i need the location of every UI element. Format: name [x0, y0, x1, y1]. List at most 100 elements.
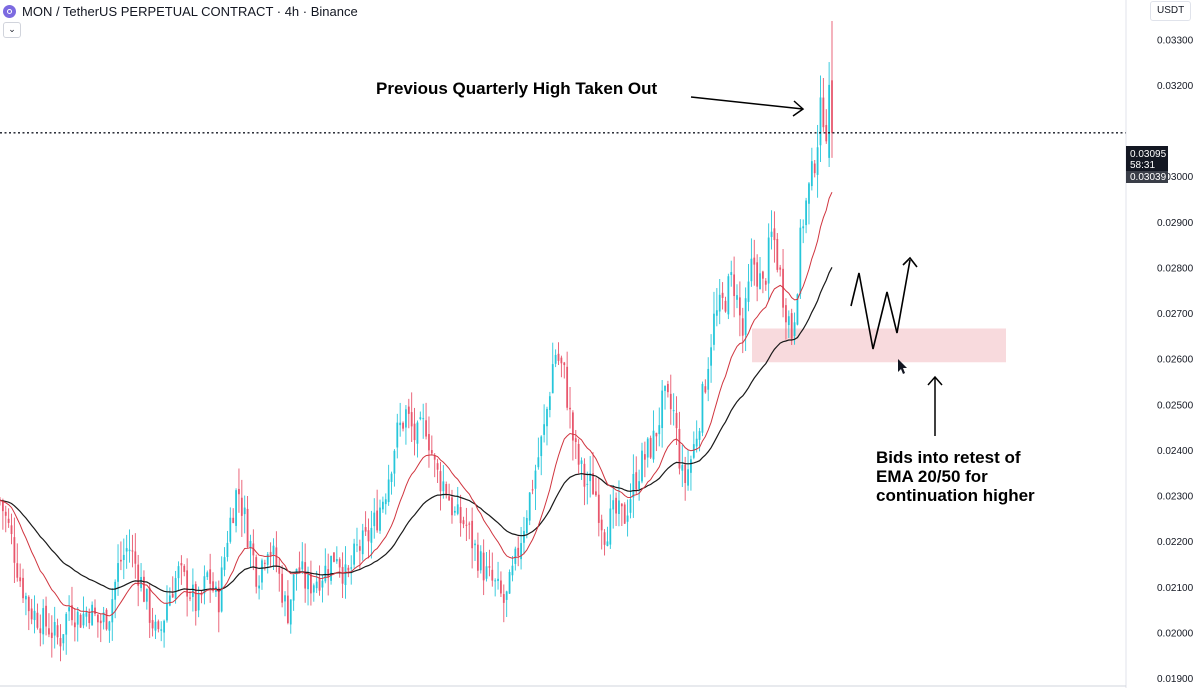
candle-body — [597, 494, 600, 523]
candle-body — [318, 578, 321, 591]
candle-body — [284, 595, 286, 602]
candle-body — [312, 585, 315, 593]
candle-body — [603, 532, 606, 545]
candle-body — [166, 603, 168, 621]
candle-body — [770, 231, 773, 237]
candle-body — [462, 520, 465, 525]
candle-body — [105, 609, 108, 630]
candle-body — [715, 310, 718, 316]
candle-body — [321, 580, 324, 588]
candle-body — [102, 612, 105, 623]
candle-body — [33, 610, 36, 621]
collapse-button[interactable]: ⌄ — [3, 22, 21, 38]
candle-body — [623, 504, 626, 524]
arrow-up-projection — [850, 256, 918, 350]
price-tag-lower: 0.03039 — [1130, 172, 1167, 183]
candle-body — [471, 520, 474, 549]
candle-body — [439, 471, 442, 492]
candle-body — [154, 621, 157, 631]
candle-body — [246, 508, 249, 547]
candle-body — [531, 489, 534, 491]
candle-body — [646, 438, 649, 458]
candle-body — [333, 552, 335, 562]
candle-body — [114, 581, 117, 600]
candle-body — [606, 541, 609, 546]
candle-body — [491, 569, 494, 581]
candle-body — [194, 584, 197, 612]
candle-body — [776, 238, 779, 270]
candle-body — [131, 550, 134, 552]
candle-body — [27, 596, 30, 612]
y-tick-label: 0.02300 — [1157, 492, 1194, 503]
candle-body — [390, 473, 393, 482]
candle-body — [468, 523, 471, 525]
price-tag-countdown: 58:31 — [1130, 160, 1155, 171]
candle-body — [91, 604, 94, 626]
candle-body — [50, 632, 53, 638]
candle-body — [19, 577, 22, 582]
candle-body — [554, 354, 557, 364]
candle-body — [384, 499, 387, 505]
candle-body — [724, 300, 727, 312]
candle-body — [753, 257, 756, 265]
candle-body — [819, 97, 822, 146]
candle-body — [373, 512, 376, 527]
candle-body — [76, 611, 79, 625]
candle-body — [442, 481, 445, 492]
y-tick-label: 0.03200 — [1157, 81, 1194, 92]
candle-body — [537, 457, 540, 468]
candle-body — [122, 554, 125, 561]
y-tick-label: 0.02600 — [1157, 355, 1194, 366]
candle-body — [310, 572, 312, 594]
currency-selector[interactable]: USDT — [1150, 1, 1192, 21]
candle-body — [822, 97, 825, 128]
candle-body — [422, 418, 425, 420]
candle-body — [609, 508, 612, 545]
candle-body — [643, 454, 646, 460]
candle-body — [612, 500, 615, 510]
price-tag-upper: 0.03095 — [1130, 149, 1167, 160]
candle-body — [258, 585, 260, 589]
candle-body — [96, 614, 99, 623]
candle-body — [68, 607, 70, 612]
candle-body — [782, 268, 784, 308]
candle-body — [361, 530, 364, 555]
y-tick-label: 0.02100 — [1157, 583, 1194, 594]
candle-body — [810, 161, 813, 187]
candle-body — [672, 410, 675, 412]
candle-body — [45, 605, 47, 627]
y-tick-label: 0.01900 — [1157, 674, 1194, 685]
candle-body — [569, 407, 571, 410]
candle-body — [183, 565, 186, 572]
candle-body — [238, 488, 240, 495]
candle-body — [825, 125, 828, 142]
candle-body — [785, 305, 787, 323]
candle-body — [25, 595, 27, 600]
candle-body — [698, 431, 701, 440]
candle-body — [572, 412, 574, 441]
candle-body — [301, 561, 304, 570]
candle-body — [209, 569, 212, 584]
candle-body — [407, 406, 410, 414]
candle-body — [281, 573, 284, 603]
candle-body — [828, 84, 831, 158]
candle-body — [36, 612, 39, 628]
price-axis[interactable] — [0, 0, 1127, 688]
candle-body — [42, 608, 45, 635]
arrow-bottom — [927, 375, 943, 436]
candle-body — [641, 450, 643, 482]
y-tick-label: 0.02900 — [1157, 218, 1194, 229]
candle-body — [816, 147, 819, 175]
candle-body — [580, 460, 583, 464]
y-tick-label: 0.03000 — [1157, 172, 1194, 183]
candle-body — [79, 614, 82, 628]
candle-body — [275, 547, 278, 567]
candle-body — [453, 510, 456, 513]
candle-body — [692, 444, 695, 458]
candle-body — [767, 237, 770, 284]
candle-body — [174, 578, 177, 599]
candle-body — [330, 555, 332, 581]
candle-body — [736, 295, 738, 300]
candle-body — [548, 396, 551, 411]
